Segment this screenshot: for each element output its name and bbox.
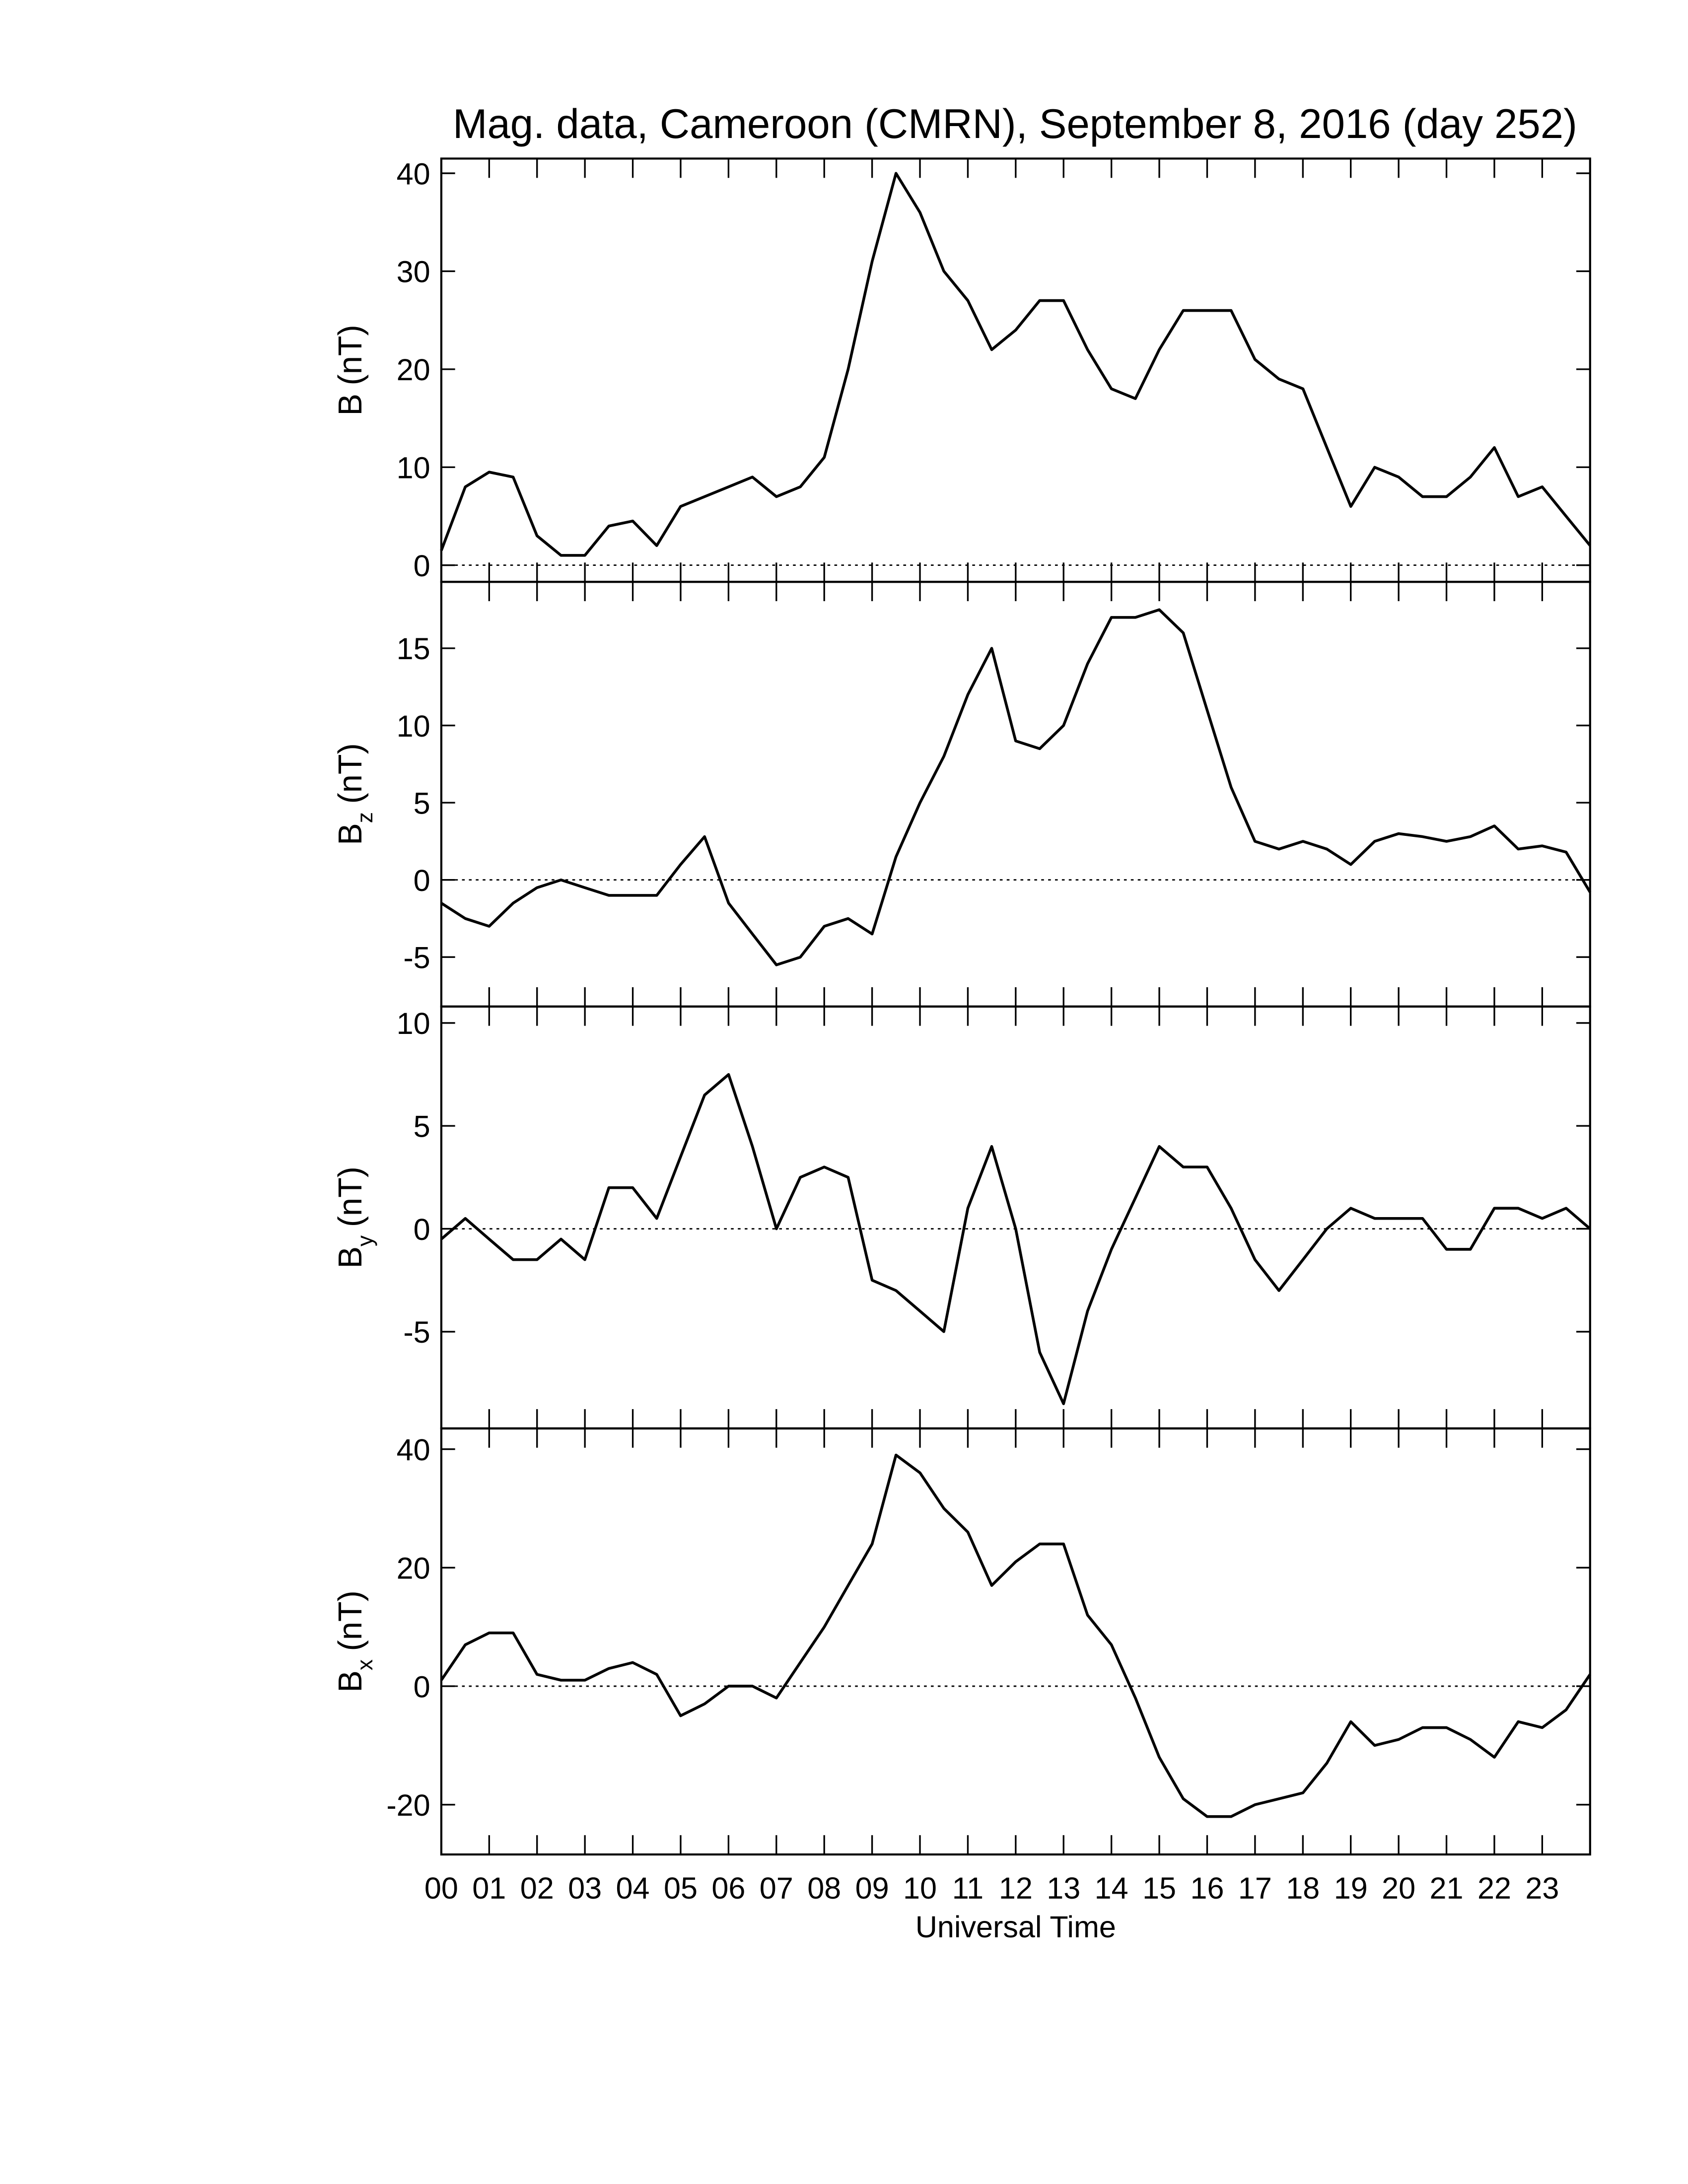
x-tick-label: 09	[855, 1871, 889, 1905]
y-tick-label: 0	[414, 1213, 430, 1246]
y-tick-label: 40	[397, 1433, 430, 1467]
y-axis-label-main: B	[332, 823, 369, 845]
y-tick-label: 20	[397, 353, 430, 387]
y-tick-label: -20	[386, 1788, 430, 1822]
y-tick-label: 10	[397, 709, 430, 743]
x-axis-label: Universal Time	[915, 1910, 1116, 1944]
y-tick-label: 5	[414, 786, 430, 820]
x-tick-label: 13	[1047, 1871, 1080, 1905]
y-tick-label: 40	[397, 157, 430, 191]
y-tick-label: -5	[403, 1315, 430, 1349]
x-tick-label: 14	[1095, 1871, 1128, 1905]
y-tick-label: 0	[414, 1670, 430, 1704]
x-tick-label: 08	[807, 1871, 841, 1905]
y-axis-label: B (nT)	[332, 325, 369, 415]
y-axis-label-unit: (nT)	[332, 743, 369, 804]
x-tick-label: 18	[1286, 1871, 1320, 1905]
data-line	[440, 172, 1591, 557]
x-tick-label: 19	[1334, 1871, 1368, 1905]
x-tick-label: 15	[1142, 1871, 1176, 1905]
x-tick-label: 06	[711, 1871, 745, 1905]
y-axis-label-sub: y	[353, 1235, 377, 1246]
y-tick-label: 15	[397, 632, 430, 666]
y-axis-label-unit: (nT)	[332, 1166, 369, 1227]
y-tick-label: 5	[414, 1109, 430, 1143]
y-axis-label: Bx (nT)	[332, 1590, 377, 1693]
y-tick-label: 0	[414, 864, 430, 897]
x-tick-label: 20	[1382, 1871, 1415, 1905]
y-axis-label-main: B	[332, 1670, 369, 1692]
y-axis-label-unit: (nT)	[332, 325, 369, 385]
x-tick-label: 07	[760, 1871, 793, 1905]
x-tick-label: 22	[1477, 1871, 1511, 1905]
data-line	[440, 1453, 1592, 1818]
x-tick-label: 03	[568, 1871, 602, 1905]
y-axis-label-main: B	[332, 1246, 369, 1268]
y-axis-label-main: B	[332, 394, 369, 415]
x-tick-label: 04	[616, 1871, 650, 1905]
x-tick-label: 21	[1430, 1871, 1464, 1905]
y-tick-label: -5	[403, 941, 430, 974]
y-tick-label: 30	[397, 255, 430, 289]
y-axis-label-sub: x	[353, 1659, 377, 1670]
y-tick-label: 10	[397, 451, 430, 484]
y-tick-label: 10	[397, 1007, 430, 1040]
x-tick-label: 01	[472, 1871, 506, 1905]
y-axis-label-unit: (nT)	[332, 1590, 369, 1651]
data-line	[440, 608, 1592, 966]
y-axis-label: Bz (nT)	[332, 743, 377, 845]
y-tick-label: 20	[397, 1552, 430, 1585]
y-axis-label: By (nT)	[332, 1166, 377, 1269]
x-tick-label: 23	[1525, 1871, 1559, 1905]
data-line	[440, 1073, 1591, 1405]
x-tick-label: 10	[903, 1871, 937, 1905]
chart-title: Mag. data, Cameroon (CMRN), September 8,…	[453, 101, 1577, 147]
x-tick-label: 17	[1238, 1871, 1272, 1905]
y-axis-label-sub: z	[353, 812, 377, 823]
x-tick-label: 02	[520, 1871, 554, 1905]
y-tick-label: 0	[414, 549, 430, 583]
x-tick-label: 11	[952, 1871, 984, 1905]
x-tick-label: 05	[664, 1871, 698, 1905]
x-tick-label: 16	[1190, 1871, 1224, 1905]
x-tick-label: 12	[999, 1871, 1033, 1905]
x-tick-label: 00	[424, 1871, 458, 1905]
